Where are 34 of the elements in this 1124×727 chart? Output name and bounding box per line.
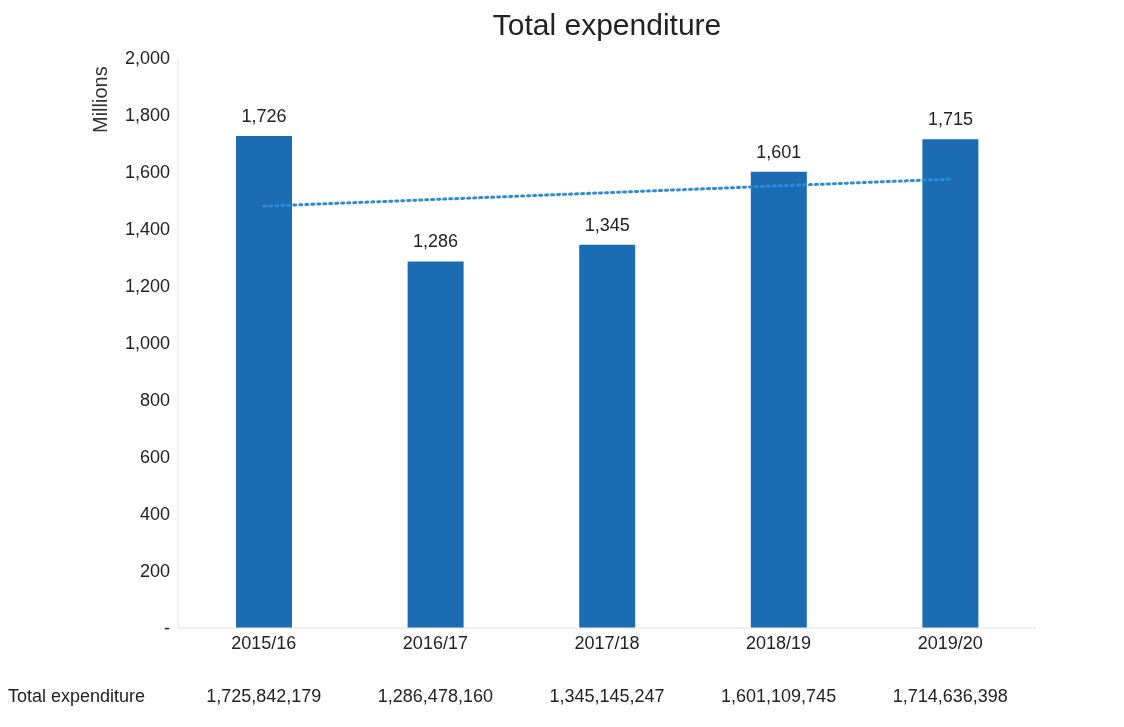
y-tick-label: 2,000 — [124, 48, 170, 69]
y-tick-label: 1,000 — [124, 333, 170, 354]
text: 1,345,145,247 — [548, 686, 666, 707]
text: 1,714,636,398 — [891, 686, 1009, 707]
text: Total expenditure — [8, 686, 146, 707]
y-tick-label: 1,400 — [124, 219, 170, 240]
data-label: 1,601 — [756, 141, 802, 162]
bar — [579, 244, 636, 628]
bar — [922, 139, 979, 628]
bar — [750, 171, 807, 628]
y-tick-label: 800 — [139, 390, 170, 411]
y-axis-title: Millions — [89, 66, 112, 133]
y-tick-label: 200 — [139, 561, 170, 582]
data-label: 1,286 — [413, 231, 459, 252]
data-label: 1,715 — [927, 109, 973, 130]
x-tick-label: 2015/16 — [231, 632, 297, 653]
bar — [236, 136, 292, 628]
data-label: 1,345 — [584, 214, 630, 235]
text: 1,286,478,160 — [376, 686, 494, 707]
x-tick-label: 2017/18 — [574, 632, 640, 653]
y-tick-label: 600 — [139, 447, 170, 468]
text: 1,601,109,745 — [720, 686, 838, 707]
y-tick-label: 1,200 — [124, 276, 170, 297]
chart-title: Total expenditure — [491, 8, 723, 42]
y-tick-label: 1,800 — [124, 105, 170, 126]
text: 1,725,842,179 — [205, 686, 323, 707]
y-tick-label: - — [164, 618, 170, 639]
x-tick-label: 2019/20 — [917, 632, 983, 653]
x-tick-label: 2018/19 — [746, 632, 812, 653]
y-tick-label: 1,600 — [124, 162, 170, 183]
bar — [407, 261, 464, 628]
y-tick-label: 400 — [139, 504, 170, 525]
x-tick-label: 2016/17 — [402, 632, 468, 653]
data-label: 1,726 — [241, 106, 287, 127]
